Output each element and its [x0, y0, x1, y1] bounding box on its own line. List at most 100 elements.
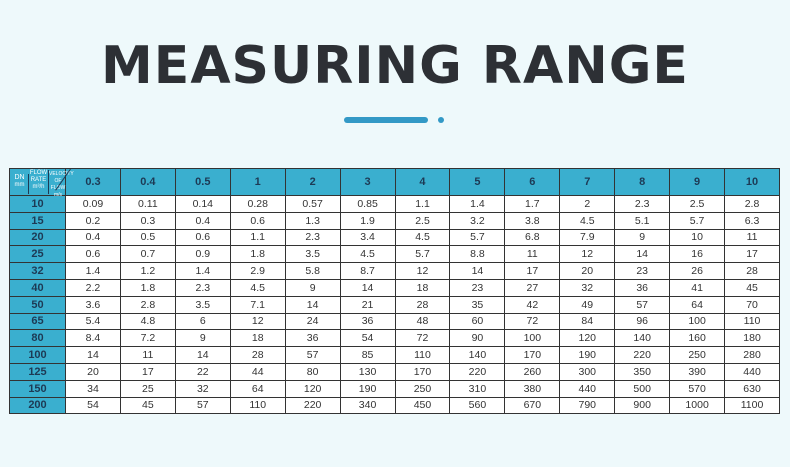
flow-rate-cell: 160	[669, 329, 726, 348]
flow-rate-cell: 5.4	[65, 312, 121, 331]
velocity-header-cell: 8	[614, 168, 671, 196]
flow-rate-cell: 8.8	[449, 245, 506, 264]
flow-rate-cell: 390	[669, 362, 726, 381]
velocity-header-cell: 7	[559, 168, 616, 196]
flow-rate-cell: 20	[65, 362, 121, 381]
flow-rate-cell: 96	[614, 312, 671, 331]
dn-cell: 200	[9, 396, 66, 415]
flow-rate-cell: 0.28	[229, 195, 286, 213]
dn-cell: 80	[9, 329, 66, 348]
flow-rate-cell: 1.8	[229, 245, 286, 264]
flow-rate-cell: 28	[229, 346, 286, 364]
flow-rate-cell: 380	[504, 379, 561, 398]
flow-rate-cell: 2.3	[614, 195, 671, 213]
flow-rate-cell: 57	[284, 346, 341, 364]
table-row: 10 0.09 0.11 0.14 0.28 0.57 0.85 1.1 1.4 1.7 2 2.3 2…	[9, 195, 780, 213]
flow-rate-cell: 110	[724, 312, 780, 331]
flow-rate-cell: 45	[724, 278, 780, 297]
flow-rate-cell: 3.8	[504, 211, 561, 230]
dn-unit: mm	[14, 182, 25, 188]
flow-rate-cell: 25	[119, 379, 176, 398]
flow-rate-cell: 310	[449, 379, 506, 398]
flow-rate-cell: 17	[119, 362, 176, 381]
table-row: 100 14 11 14 28 57 85 110 140 170 190 220 250 280	[9, 346, 780, 364]
flow-rate-cell: 0.2	[65, 211, 121, 230]
flow-rate-cell: 670	[504, 396, 561, 415]
flow-rate-cell: 84	[559, 312, 616, 331]
flow-rate-label: FLOW RATE	[29, 170, 48, 183]
table-row: 50 3.6 2.8 3.5 7.1 14 21 28 35 42 49 57 64 70	[9, 295, 780, 314]
flow-rate-cell: 85	[339, 346, 396, 364]
flow-rate-cell: 6.8	[504, 228, 561, 247]
flow-rate-cell: 190	[559, 346, 616, 364]
flow-rate-cell: 0.6	[174, 228, 231, 247]
flow-rate-cell: 2.5	[394, 211, 451, 230]
dn-cell: 32	[9, 262, 66, 280]
flow-rate-cell: 0.11	[119, 195, 176, 213]
flow-rate-cell: 2.9	[229, 262, 286, 280]
flow-rate-cell: 7.9	[559, 228, 616, 247]
flow-rate-cell: 57	[614, 295, 671, 314]
flow-rate-cell: 220	[284, 396, 341, 415]
flow-rate-cell: 45	[119, 396, 176, 415]
flow-rate-cell: 6.3	[724, 211, 780, 230]
flow-rate-cell: 2.8	[119, 295, 176, 314]
flow-rate-cell: 1.4	[449, 195, 506, 213]
table-row: 32 1.4 1.2 1.4 2.9 5.8 8.7 12 14 17 20 23 26 28	[9, 262, 780, 280]
flow-rate-cell: 2.2	[65, 278, 121, 297]
flow-rate-cell: 120	[559, 329, 616, 348]
velocity-unit: m/s	[53, 192, 63, 198]
flow-rate-cell: 300	[559, 362, 616, 381]
flow-rate-cell: 2.8	[724, 195, 780, 213]
flow-rate-cell: 140	[614, 329, 671, 348]
velocity-header-cell: 5	[449, 168, 506, 196]
measuring-range-table: DN mm FLOW RATE m³/h VELOCITY OF FLOW m/s 0…	[9, 168, 780, 415]
flow-rate-cell: 220	[614, 346, 671, 364]
flow-rate-cell: 36	[284, 329, 341, 348]
flow-rate-cell: 12	[229, 312, 286, 331]
flow-rate-cell: 0.7	[119, 245, 176, 264]
flow-rate-cell: 3.2	[449, 211, 506, 230]
flow-rate-cell: 14	[449, 262, 506, 280]
flow-rate-cell: 12	[559, 245, 616, 264]
table-row: 80 8.4 7.2 9 18 36 54 72 90 100 120 140 160 180	[9, 329, 780, 348]
flow-rate-cell: 2.3	[174, 278, 231, 297]
dn-cell: 150	[9, 379, 66, 398]
flow-rate-cell: 0.3	[119, 211, 176, 230]
flow-rate-cell: 48	[394, 312, 451, 331]
flow-rate-cell: 72	[394, 329, 451, 348]
flow-rate-cell: 3.4	[339, 228, 396, 247]
flow-rate-cell: 220	[449, 362, 506, 381]
flow-rate-cell: 1.1	[229, 228, 286, 247]
flow-rate-cell: 110	[229, 396, 286, 415]
table-row: 65 5.4 4.8 6 12 24 36 48 60 72 84 96 100 110	[9, 312, 780, 331]
flow-rate-cell: 5.8	[284, 262, 341, 280]
flow-rate-cell: 250	[394, 379, 451, 398]
flow-rate-cell: 36	[614, 278, 671, 297]
flow-rate-cell: 11	[119, 346, 176, 364]
flow-rate-cell: 560	[449, 396, 506, 415]
flow-rate-cell: 250	[669, 346, 726, 364]
flow-rate-cell: 14	[614, 245, 671, 264]
table-row: 25 0.6 0.7 0.9 1.8 3.5 4.5 5.7 8.8 11 12 14 16 17	[9, 245, 780, 264]
table-row: 150 34 25 32 64 120 190 250 310 380 440 500 570 630	[9, 379, 780, 398]
flow-rate-cell: 170	[394, 362, 451, 381]
flow-rate-cell: 4.8	[119, 312, 176, 331]
flow-rate-cell: 2.3	[284, 228, 341, 247]
flow-rate-cell: 4.5	[339, 245, 396, 264]
flow-rate-cell: 0.5	[119, 228, 176, 247]
flow-rate-cell: 64	[229, 379, 286, 398]
velocity-header-cell: 0.4	[119, 168, 176, 196]
flow-rate-cell: 12	[394, 262, 451, 280]
flow-rate-cell: 8.4	[65, 329, 121, 348]
flow-rate-cell: 340	[339, 396, 396, 415]
dn-cell: 20	[9, 228, 66, 247]
corner-header-cell: DN mm FLOW RATE m³/h VELOCITY OF FLOW m/s	[9, 168, 74, 198]
flow-rate-cell: 27	[504, 278, 561, 297]
flow-rate-cell: 4.5	[394, 228, 451, 247]
flow-rate-cell: 180	[724, 329, 780, 348]
flow-rate-cell: 0.9	[174, 245, 231, 264]
flow-rate-cell: 110	[394, 346, 451, 364]
flow-rate-cell: 10	[669, 228, 726, 247]
flow-rate-cell: 23	[449, 278, 506, 297]
